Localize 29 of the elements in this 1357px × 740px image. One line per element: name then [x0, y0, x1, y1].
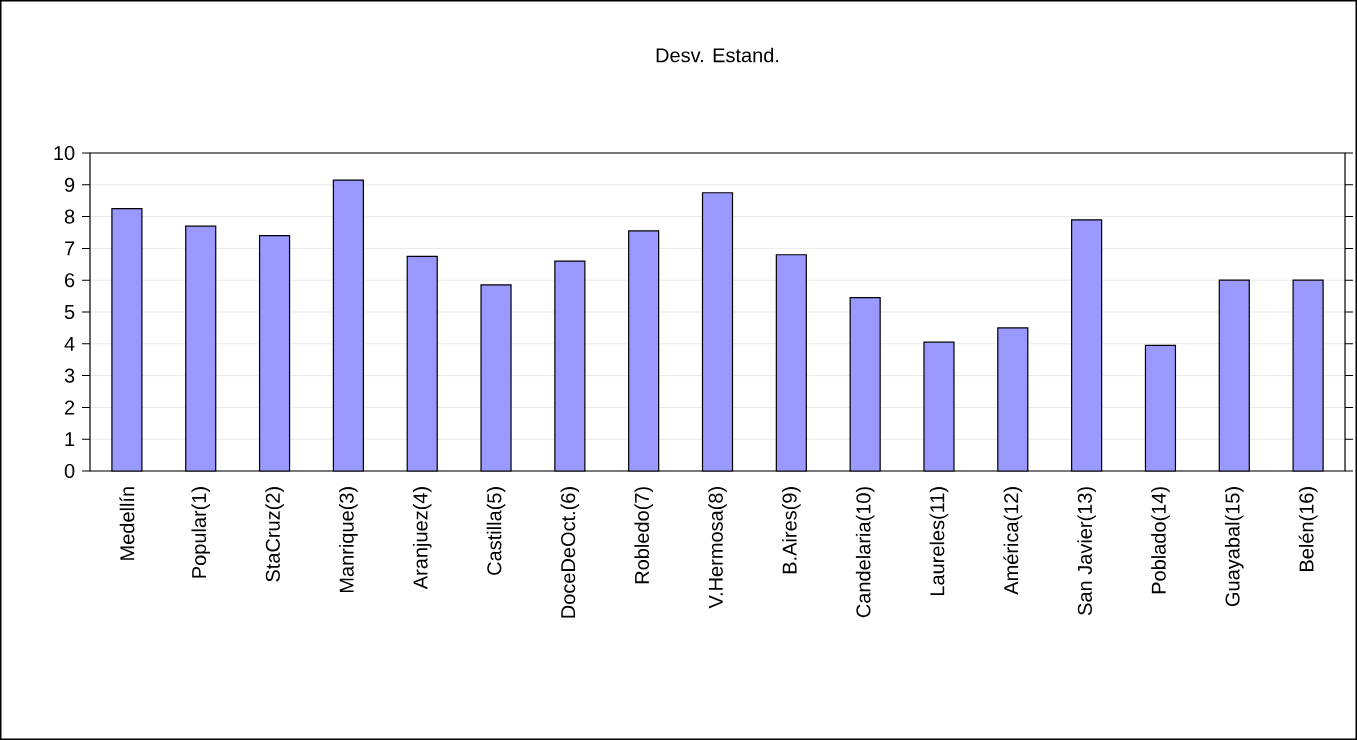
y-tick-label: 7 — [65, 241, 75, 256]
y-tick-label: 8 — [64, 209, 75, 224]
x-tick-label: Aranjuez(4) — [412, 487, 432, 590]
x-tick-label: Candelaria(10) — [855, 487, 875, 618]
y-tick-label: 6 — [65, 273, 75, 288]
y-tick-label: 10 — [54, 145, 75, 161]
y-tick-label: 2 — [65, 400, 75, 415]
y-tick-label: 0 — [64, 463, 75, 479]
y-tick-label: 3 — [64, 368, 75, 383]
x-tick-label: Belén(16) — [1298, 487, 1318, 571]
chart-title: Desv. Estand. — [656, 47, 779, 63]
x-tick-label: DoceDeOct.(6) — [560, 487, 580, 618]
x-tick-label: Castilla(5) — [486, 487, 506, 575]
x-tick-label: B.Aires(9) — [782, 487, 801, 574]
x-tick-label: América(12) — [1003, 487, 1023, 595]
y-tick-label: 5 — [64, 305, 75, 319]
x-tick-label: San Javier(13) — [1077, 487, 1096, 616]
x-tick-label: Medellín — [119, 487, 135, 560]
y-tick-label: 9 — [64, 177, 75, 192]
y-tick-label: 4 — [64, 336, 75, 351]
x-tick-label: Popular(1) — [191, 487, 211, 578]
x-tick-label: V.Hermosa(8) — [708, 487, 727, 609]
x-tick-label: Robledo(7) — [634, 487, 653, 584]
x-tick-label: Laureles(11) — [929, 487, 949, 596]
x-tick-label: Poblado(14) — [1151, 487, 1170, 594]
x-tick-label: Guayabal(15) — [1224, 487, 1244, 607]
x-tick-label: Manrique(3) — [339, 487, 358, 593]
x-tick-label: StaCruz(2) — [265, 487, 284, 582]
y-tick-label: 1 — [65, 432, 75, 447]
